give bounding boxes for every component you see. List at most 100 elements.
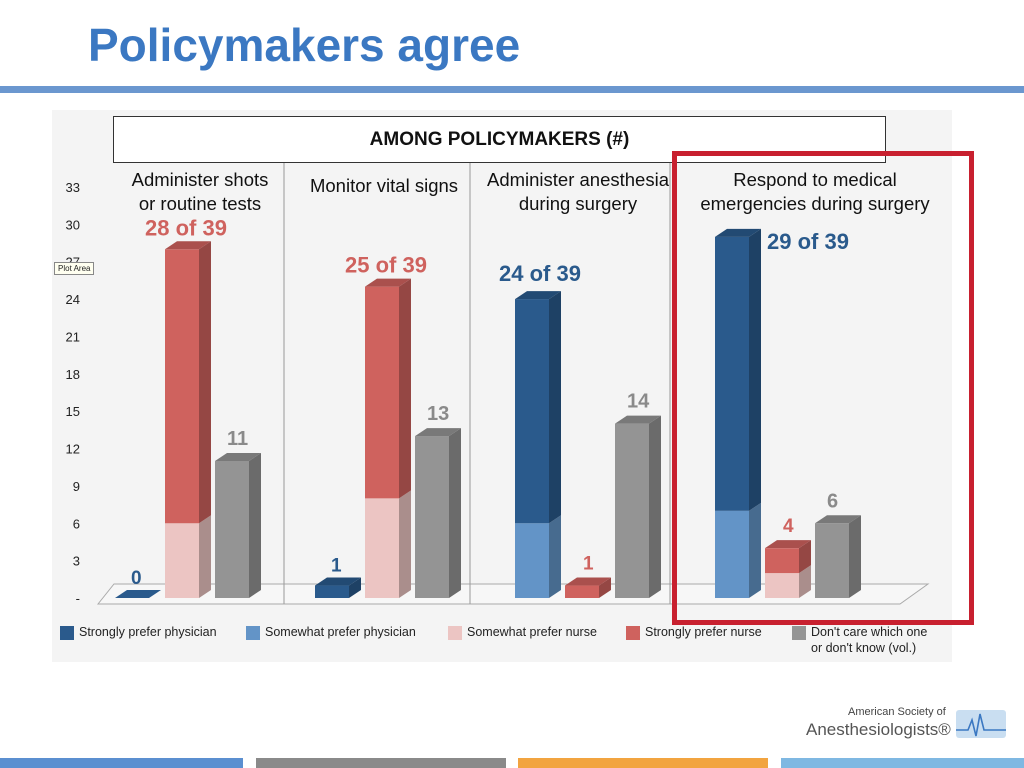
category-label: during surgery <box>519 193 638 214</box>
bar-value-label: 29 of 39 <box>767 229 849 254</box>
category-label: or routine tests <box>139 193 261 214</box>
bar-strongly-prefer-nurse-top <box>765 540 811 549</box>
bar-somewhat-prefer-nurse <box>365 498 399 598</box>
category-label: Administer shots <box>132 169 269 190</box>
y-tick-label: 3 <box>73 554 80 569</box>
bar-somewhat-prefer-nurse <box>165 523 199 598</box>
bar-value-label: 13 <box>427 403 449 425</box>
bar-value-label: 11 <box>227 428 248 450</box>
footer-bar-2 <box>256 758 506 768</box>
bar-dont-care-top <box>615 415 661 424</box>
bar-dont-care-top <box>815 515 861 524</box>
y-tick-label: 12 <box>66 442 80 457</box>
highlight-box <box>672 151 974 625</box>
legend-item-dont-care: Don't care which one or don't know (vol.… <box>792 624 927 656</box>
bar-dont-care <box>415 436 449 598</box>
bar-strongly-prefer-physician-top <box>715 228 761 237</box>
bar-strongly-prefer-nurse <box>565 585 599 598</box>
y-tick-label: - <box>76 591 80 606</box>
category-label: Administer anesthesia <box>487 169 670 190</box>
y-tick-label: 6 <box>73 516 80 531</box>
bar-strongly-prefer-nurse <box>165 249 199 524</box>
legend-label: Somewhat prefer nurse <box>467 625 597 639</box>
legend-swatch-somewhat-prefer-nurse <box>448 626 462 640</box>
bar-value-label: 24 of 39 <box>499 261 581 286</box>
bar-strongly-prefer-physician-top <box>315 577 361 586</box>
y-tick-label: 30 <box>66 217 80 232</box>
bar-dont-care <box>815 523 849 598</box>
logo-line-2: Anesthesiologists® <box>806 720 951 739</box>
legend-swatch-somewhat-prefer-physician <box>246 626 260 640</box>
legend-item-strongly-prefer-nurse: Strongly prefer nurse <box>626 624 762 640</box>
bar-value-label: 1 <box>583 554 594 575</box>
legend-swatch-dont-care <box>792 626 806 640</box>
bar-dont-care-side <box>249 453 261 598</box>
footer-bar-4 <box>781 758 1024 768</box>
legend-label: Don't care which one or don't know (vol.… <box>811 625 928 655</box>
bar-strongly-prefer-nurse-top <box>365 278 411 287</box>
bar-dont-care <box>615 423 649 598</box>
bar-dont-care-side <box>849 515 861 598</box>
y-tick-label: 18 <box>66 367 80 382</box>
y-tick-label: 33 <box>66 180 80 195</box>
legend-label: Strongly prefer physician <box>79 625 217 639</box>
footer-bar-3 <box>518 758 768 768</box>
bar-strongly-prefer-physician <box>515 299 549 524</box>
footer-bar-1 <box>0 758 243 768</box>
legend-label: Strongly prefer nurse <box>645 625 762 639</box>
bar-strongly-prefer-nurse <box>765 548 799 574</box>
logo-line-1: American Society of <box>848 706 946 718</box>
bar-strongly-prefer-physician-zero <box>115 590 161 598</box>
bar-somewhat-prefer-physician-side <box>749 502 761 598</box>
bar-dont-care <box>215 461 249 598</box>
bar-value-label: 0 <box>131 568 142 589</box>
bar-dont-care-top <box>215 453 261 461</box>
bar-strongly-prefer-physician-side <box>349 577 361 598</box>
y-tick-label: 15 <box>66 404 80 419</box>
title-rule <box>0 86 1024 93</box>
y-tick-label: 24 <box>66 292 80 307</box>
bar-strongly-prefer-physician <box>315 585 349 598</box>
chart-legend: Strongly prefer physician Somewhat prefe… <box>60 624 940 660</box>
bar-somewhat-prefer-nurse-side <box>199 515 211 598</box>
legend-item-somewhat-prefer-nurse: Somewhat prefer nurse <box>448 624 597 640</box>
legend-swatch-strongly-prefer-nurse <box>626 626 640 640</box>
legend-label: Somewhat prefer physician <box>265 625 416 639</box>
slide-title: Policymakers agree <box>88 19 521 71</box>
bar-somewhat-prefer-nurse-side <box>399 490 411 598</box>
bar-somewhat-prefer-physician <box>515 523 549 598</box>
bar-value-label: 6 <box>827 490 838 512</box>
bar-somewhat-prefer-physician-side <box>549 515 561 598</box>
bar-somewhat-prefer-nurse-side <box>799 565 811 598</box>
legend-item-strongly-prefer-physician: Strongly prefer physician <box>60 624 217 640</box>
bar-strongly-prefer-nurse-side <box>799 540 811 574</box>
category-label: Respond to medical <box>733 169 897 190</box>
bar-value-label: 1 <box>331 556 342 577</box>
heartbeat-logo-icon <box>956 710 1006 738</box>
bar-strongly-prefer-nurse-top <box>165 241 211 250</box>
plot-area-tooltip: Plot Area <box>54 262 95 275</box>
bar-dont-care-top <box>415 428 461 437</box>
bar-strongly-prefer-nurse <box>365 286 399 499</box>
bar-strongly-prefer-nurse-side <box>399 278 411 499</box>
bar-somewhat-prefer-nurse <box>765 573 799 598</box>
bar-value-label: 14 <box>627 391 650 413</box>
bar-value-label: 25 of 39 <box>345 253 427 278</box>
bar-value-label: 28 of 39 <box>145 215 227 240</box>
asa-logo: American Society of Anesthesiologists® <box>806 704 1016 744</box>
category-label: Monitor vital signs <box>310 175 458 196</box>
bar-dont-care-side <box>649 415 661 598</box>
category-label: emergencies during surgery <box>700 193 930 214</box>
bar-dont-care-side <box>449 428 461 598</box>
bar-strongly-prefer-physician-side <box>549 291 561 524</box>
bar-strongly-prefer-physician-top <box>515 291 561 300</box>
bar-strongly-prefer-nurse-side <box>199 241 211 524</box>
bar-value-label: 4 <box>783 516 794 537</box>
bar-strongly-prefer-physician <box>715 236 749 511</box>
y-tick-label: 21 <box>66 329 80 344</box>
legend-item-somewhat-prefer-physician: Somewhat prefer physician <box>246 624 416 640</box>
bar-somewhat-prefer-physician <box>715 510 749 598</box>
y-tick-label: 9 <box>73 479 80 494</box>
bar-strongly-prefer-nurse-top <box>565 577 611 586</box>
